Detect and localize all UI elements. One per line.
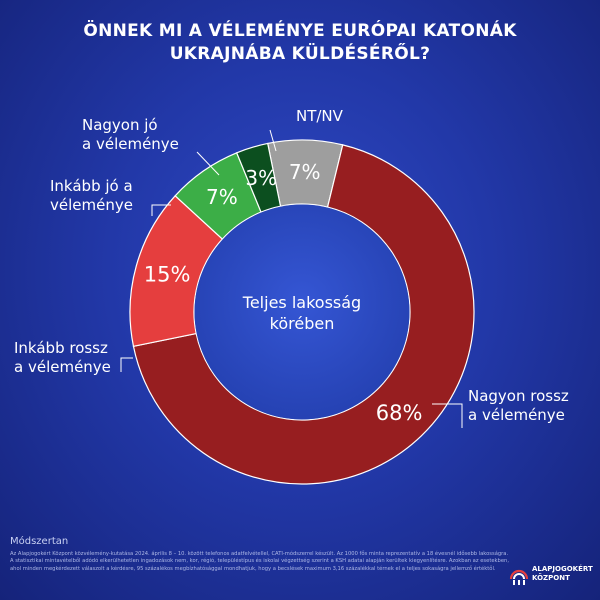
slice-category-label-1: NT/NV: [296, 107, 344, 125]
slice-category-label-line: Inkább rossz: [14, 339, 108, 357]
slice-category-label-line: a véleménye: [82, 135, 179, 153]
center-label-line: Teljes lakosság: [242, 293, 361, 312]
leader-line-5: [196, 151, 220, 176]
slice-value-label-1: 7%: [289, 160, 321, 184]
slice-category-label-line: véleménye: [50, 196, 133, 214]
methodology-text: Az Alapjogokért Központ közvélemény-kuta…: [10, 551, 509, 572]
leader-line-3: [120, 357, 133, 372]
logo-text: ALAPJOGOKÉRT KÖZPONT: [532, 565, 593, 583]
logo-line-2: KÖZPONT: [532, 574, 570, 582]
center-label-line: körében: [270, 314, 335, 333]
title-line-2: UKRAJNÁBA KÜLDÉSÉRŐL?: [169, 44, 431, 64]
logo-mark-icon: [509, 569, 529, 585]
slice-category-label-line: a véleménye: [468, 406, 565, 424]
slice-category-label-line: NT/NV: [296, 107, 344, 125]
slice-category-label-line: Inkább jó a: [50, 177, 133, 195]
methodology: Módszertan Az Alapjogokért Központ közvé…: [10, 536, 510, 573]
slice-category-label-line: Nagyon rossz: [468, 387, 569, 405]
slice-value-label-5: 3%: [245, 166, 277, 190]
slice-value-label-4: 7%: [206, 185, 238, 209]
slice-category-label-3: Inkább rossz a véleménye: [14, 339, 111, 376]
slice-value-label-3: 15%: [144, 263, 191, 287]
slice-category-label-line: a véleménye: [14, 358, 111, 376]
slice-5: [235, 142, 282, 213]
donut-hole: [194, 204, 410, 420]
leader-line-1: [269, 129, 277, 152]
chart-title: ÖNNEK MI A VÉLEMÉNYE EURÓPAI KATONÁK UKR…: [0, 20, 600, 66]
slice-category-label-line: Nagyon jó: [82, 116, 158, 134]
organization-logo: ALAPJOGOKÉRT KÖZPONT: [508, 562, 594, 590]
leader-line-2: [432, 403, 463, 428]
leader-line-4: [151, 204, 171, 216]
title-line-1: ÖNNEK MI A VÉLEMÉNYE EURÓPAI KATONÁK: [83, 21, 517, 41]
slice-category-label-4: Inkább jó a véleménye: [50, 177, 133, 214]
slice-2: [132, 144, 475, 485]
methodology-title: Módszertan: [10, 536, 69, 547]
slice-category-label-5: Nagyon jó a véleménye: [82, 116, 179, 153]
center-label: Teljes lakosság körében: [242, 293, 361, 333]
slice-category-label-2: Nagyon rossz a véleménye: [468, 387, 569, 424]
logo-line-1: ALAPJOGOKÉRT: [532, 565, 593, 573]
slice-value-label-2: 68%: [376, 401, 423, 425]
